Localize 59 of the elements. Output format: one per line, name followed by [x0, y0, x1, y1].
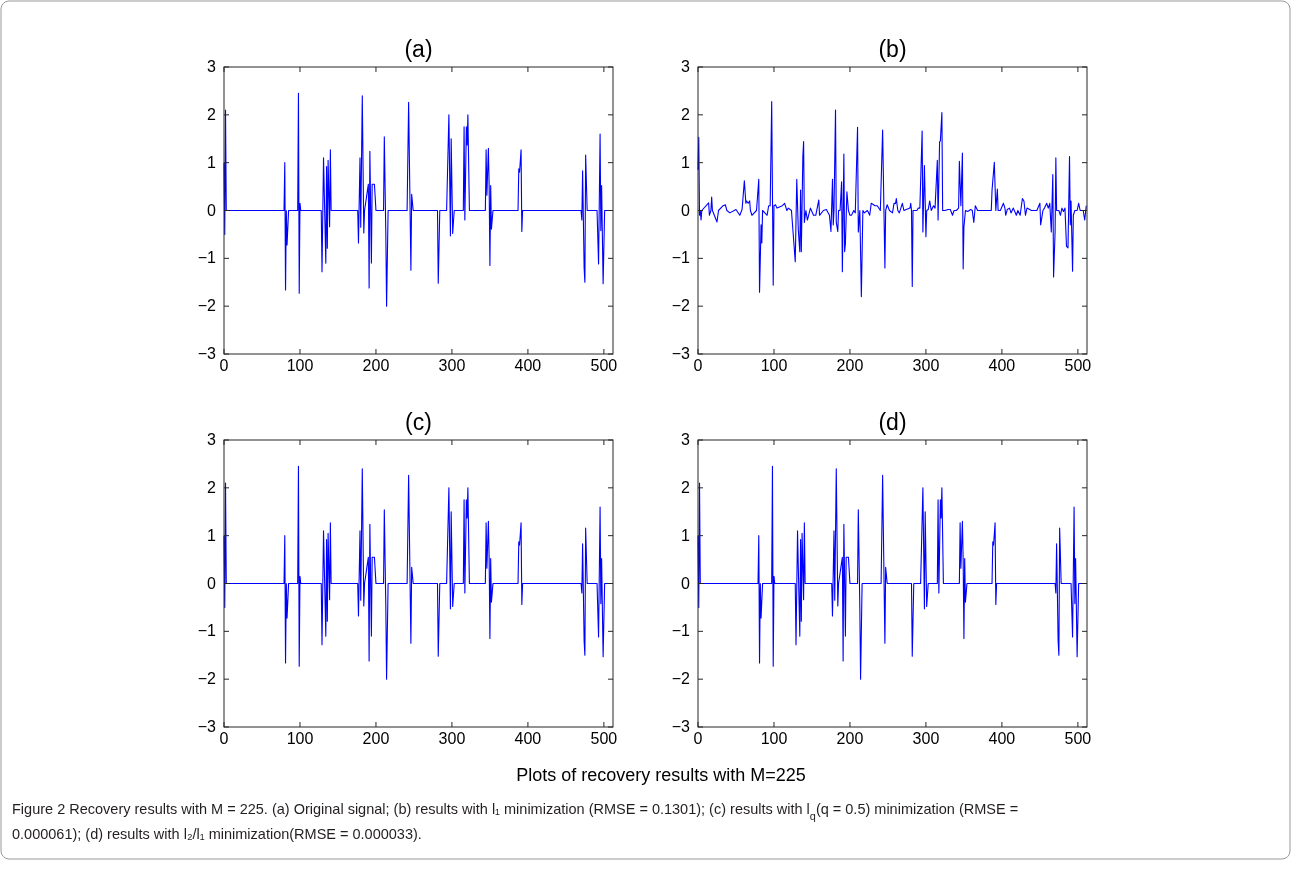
y-tick-label: 3 [681, 431, 691, 448]
x-tick-label: 100 [286, 730, 314, 747]
y-tick-label: −2 [197, 297, 217, 315]
x-tick-label: 500 [1064, 730, 1092, 747]
chart-title: (a) [404, 36, 433, 62]
y-tick-label: 1 [207, 526, 217, 544]
x-tick-label: 500 [590, 357, 618, 374]
x-tick-label: 100 [286, 357, 314, 374]
y-tick-label: 3 [207, 58, 217, 75]
x-tick-label: 0 [219, 730, 229, 747]
y-tick-label: 2 [681, 105, 691, 123]
y-tick-label: −3 [197, 718, 217, 735]
y-tick-label: −1 [671, 249, 691, 267]
x-tick-label: 0 [219, 357, 229, 374]
text: Figure 2 Recovery results with M = 225. (a) Original signal; (b) results with l₁ minimization (RMSE = 0.1301); (c) results with l$_{q}$(q = 0.5) minimization (RMSE = 0.000061); (d) results with l₂/l₁ minimization(RMSE = 0.000033). [12, 801, 1019, 842]
y-tick-label: 2 [681, 478, 691, 496]
x-tick-label: 300 [912, 357, 940, 374]
x-tick-label: 400 [514, 730, 542, 747]
x-tick-label: 200 [836, 730, 864, 747]
y-tick-label: 2 [207, 478, 217, 496]
y-tick-label: 1 [681, 526, 691, 544]
y-tick-label: −3 [197, 345, 217, 362]
y-tick-label: −3 [671, 345, 691, 362]
chart-title: (c) [405, 409, 432, 435]
x-tick-label: 400 [514, 357, 542, 374]
y-tick-label: 3 [207, 431, 217, 448]
chart-title: (b) [878, 36, 907, 62]
x-tick-label: 200 [362, 357, 390, 374]
y-tick-label: 0 [207, 201, 217, 219]
y-tick-label: 0 [207, 574, 217, 592]
y-tick-label: −2 [197, 670, 217, 688]
y-tick-label: 0 [681, 574, 691, 592]
y-tick-label: 1 [681, 153, 691, 171]
x-tick-label: 0 [693, 357, 703, 374]
x-tick-label: 300 [912, 730, 940, 747]
x-tick-label: 400 [988, 730, 1016, 747]
y-tick-label: 1 [207, 153, 217, 171]
text: Plots of recovery results with M=225 [516, 765, 806, 785]
y-tick-label: −1 [671, 622, 691, 640]
y-tick-label: 3 [681, 58, 691, 75]
x-tick-label: 200 [362, 730, 390, 747]
y-tick-label: −3 [671, 718, 691, 735]
x-tick-label: 200 [836, 357, 864, 374]
y-tick-label: −1 [197, 622, 217, 640]
y-tick-label: −1 [197, 249, 217, 267]
y-tick-label: 0 [681, 201, 691, 219]
x-tick-label: 500 [1064, 357, 1092, 374]
x-tick-label: 500 [590, 730, 618, 747]
x-tick-label: 100 [760, 357, 788, 374]
y-tick-label: 2 [207, 105, 217, 123]
x-tick-label: 300 [438, 357, 466, 374]
y-tick-label: −2 [671, 670, 691, 688]
x-tick-label: 0 [693, 730, 703, 747]
x-tick-label: 300 [438, 730, 466, 747]
y-tick-label: −2 [671, 297, 691, 315]
x-tick-label: 400 [988, 357, 1016, 374]
chart-title: (d) [878, 409, 907, 435]
x-tick-label: 100 [760, 730, 788, 747]
line-series [697, 100, 1087, 298]
